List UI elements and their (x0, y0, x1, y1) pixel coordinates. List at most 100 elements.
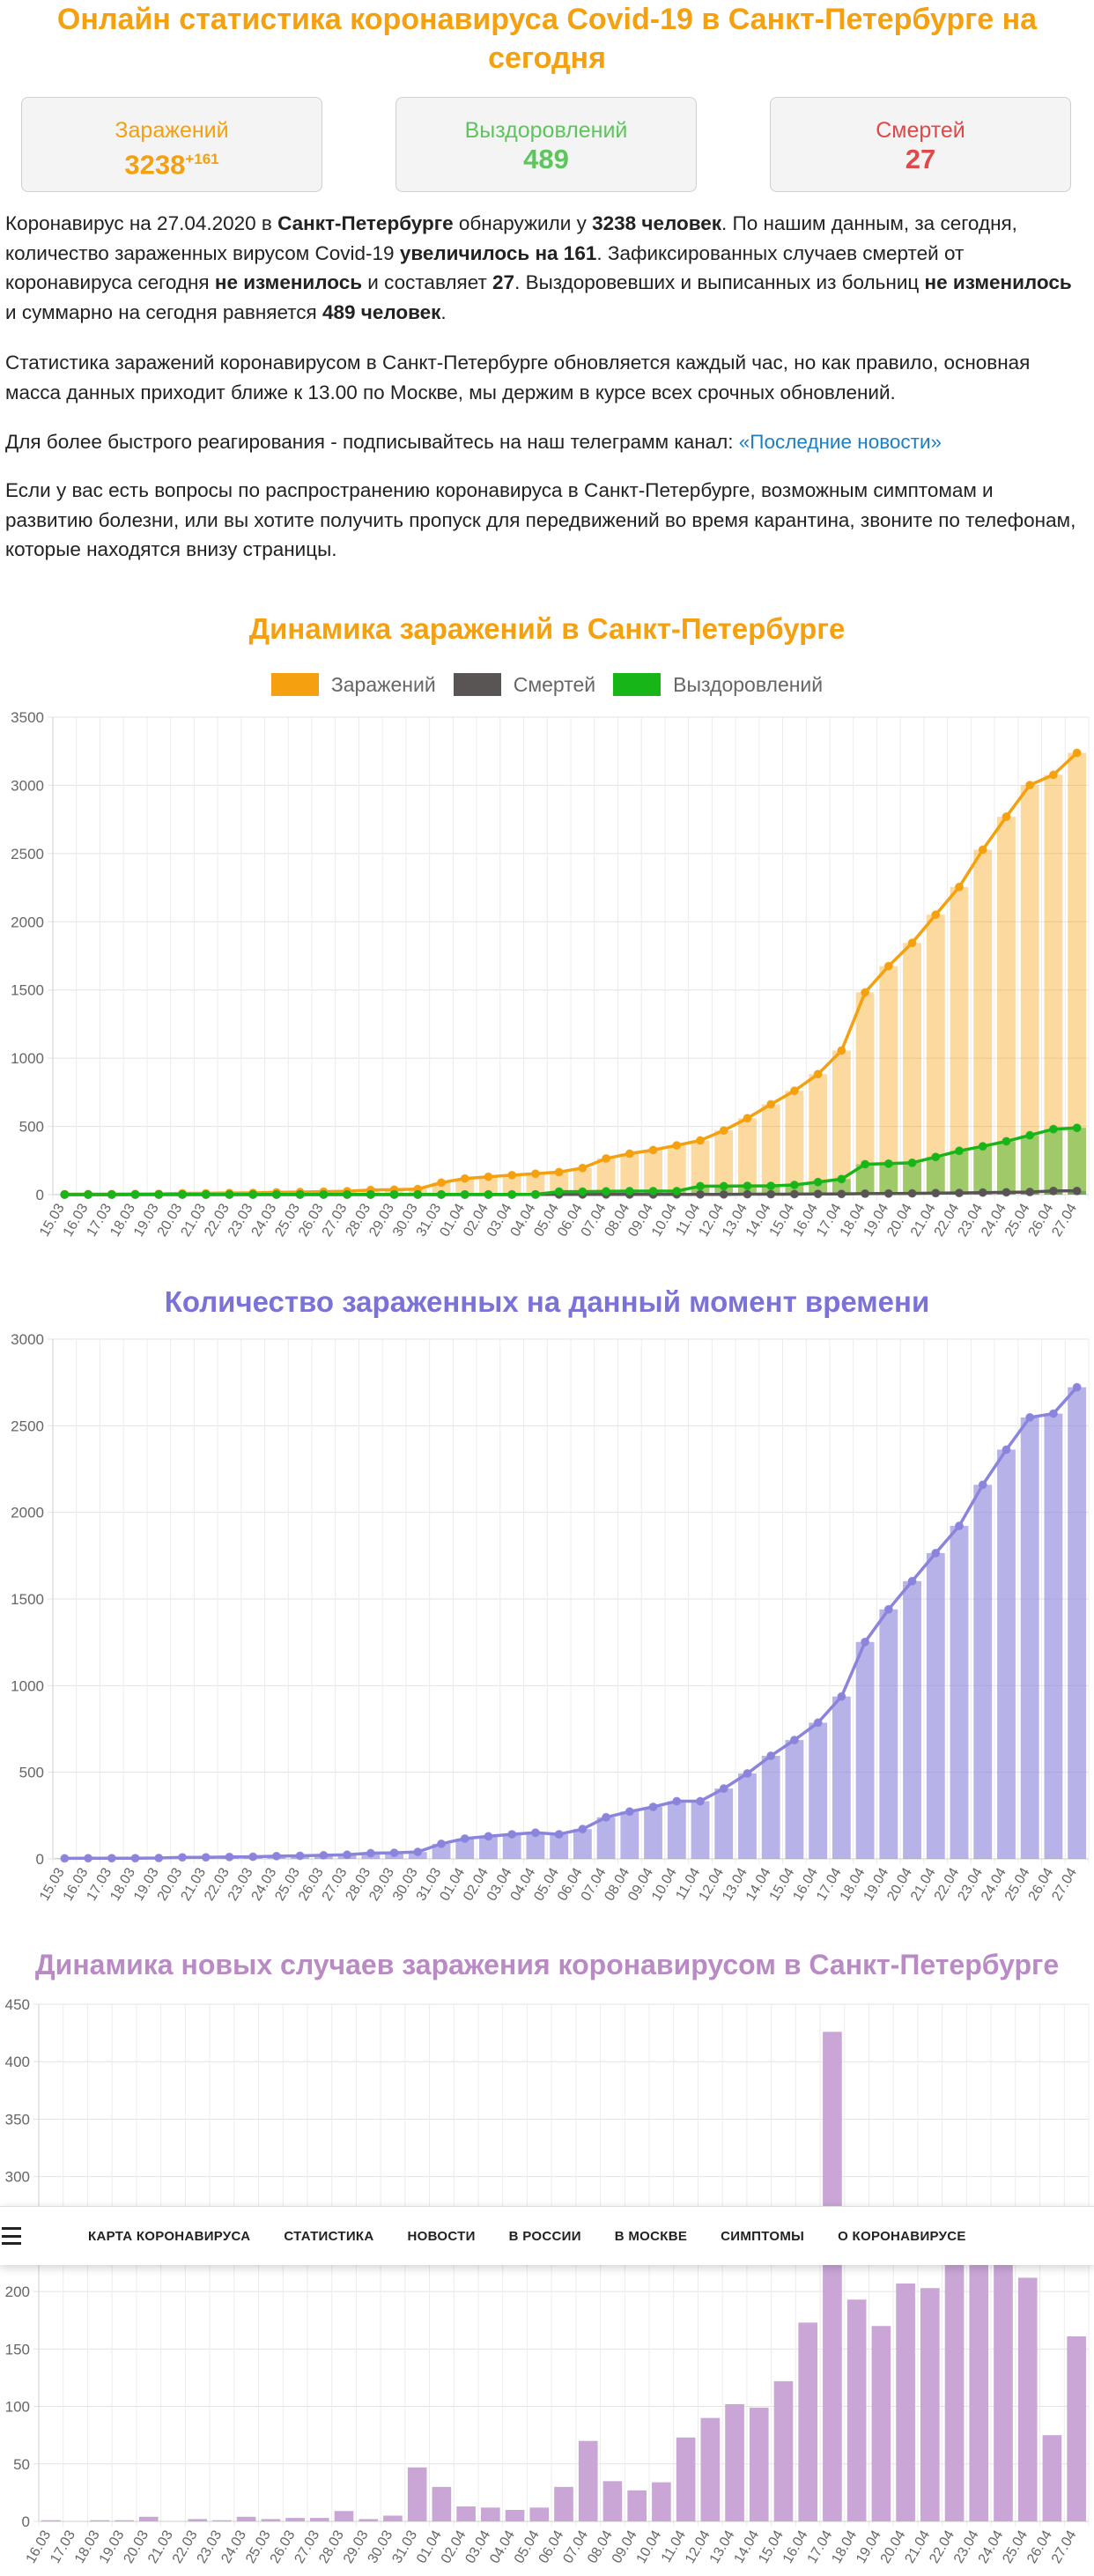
data-point-0 (343, 1850, 352, 1860)
y-tick-label: 0 (36, 1187, 44, 1203)
data-point-0 (766, 1099, 776, 1109)
data-point-1 (978, 1188, 987, 1197)
bar-chart2-0 (432, 1843, 451, 1859)
data-point-0 (696, 1796, 705, 1806)
nav-item-6[interactable]: О КОРОНАВИРУСЕ (838, 2228, 966, 2244)
data-point-0 (861, 1637, 870, 1647)
bar-chart3-0 (309, 2518, 329, 2521)
data-point-0 (696, 1136, 705, 1145)
data-point-0 (861, 988, 870, 997)
bar-chart3-0 (359, 2519, 379, 2521)
data-point-2 (578, 1187, 588, 1196)
bar-chart2-0 (950, 1526, 969, 1859)
y-tick-label: 0 (22, 2513, 30, 2530)
data-point-0 (578, 1163, 588, 1173)
deaths-value: 27 (905, 144, 936, 174)
nav-item-4[interactable]: В МОСКВЕ (614, 2228, 688, 2244)
bar-chart2-0 (738, 1773, 757, 1859)
bar-chart1-0 (455, 1178, 475, 1195)
y-tick-label: 1500 (11, 1591, 44, 1608)
summary-paragraph: Коронавирус на 27.04.2020 в Санкт-Петерб… (5, 209, 1085, 327)
data-point-0 (319, 1850, 329, 1860)
data-point-0 (107, 1854, 116, 1863)
data-point-2 (861, 1159, 870, 1169)
legend-item-infected[interactable]: Заражений (270, 673, 436, 697)
data-point-2 (837, 1174, 846, 1184)
bar-chart1-0 (950, 886, 969, 1195)
bar-chart2-0 (809, 1722, 828, 1859)
data-point-0 (1048, 1409, 1058, 1418)
data-point-0 (530, 1828, 540, 1838)
summary-text: и составляет (362, 271, 493, 293)
recovered-value: 489 (523, 144, 569, 174)
data-point-1 (883, 1188, 893, 1198)
bar-chart1-0 (855, 992, 875, 1195)
bar-chart1-0 (832, 1050, 851, 1195)
bar-chart3-0 (505, 2509, 525, 2521)
telegram-text: Для более быстрого реагирования - подпис… (5, 431, 739, 453)
data-point-0 (460, 1833, 469, 1843)
bar-chart2-0 (596, 1817, 616, 1859)
bar-chart1-0 (879, 966, 898, 1195)
legend-item-deaths[interactable]: Смертей (453, 673, 595, 697)
bar-chart2-0 (973, 1484, 993, 1859)
nav-item-1[interactable]: СТАТИСТИКА (284, 2228, 374, 2244)
data-point-0 (813, 1718, 823, 1728)
active-cases-chart: 05001000150020002500300015.0316.0317.031… (11, 1331, 1090, 1904)
y-tick-label: 0 (36, 1851, 44, 1868)
bar-chart3-0 (236, 2516, 256, 2521)
data-point-2 (554, 1187, 564, 1196)
x-tick-label: 10.04 (634, 2528, 665, 2565)
bar-chart3-0 (407, 2467, 427, 2521)
data-point-1 (955, 1188, 964, 1198)
data-point-0 (1048, 770, 1058, 780)
y-tick-label: 450 (5, 1996, 30, 2013)
nav-item-3[interactable]: В РОССИИ (508, 2228, 581, 2244)
chart3-title: Динамика новых случаев заражения коронав… (34, 1949, 1060, 1980)
bar-chart1-2 (879, 1163, 898, 1195)
nav-item-0[interactable]: КАРТА КОРОНАВИРУСА (88, 2228, 251, 2244)
nav-item-2[interactable]: НОВОСТИ (407, 2228, 476, 2244)
y-tick-label: 500 (19, 1119, 44, 1136)
data-point-2 (366, 1189, 375, 1199)
bar-chart3-0 (285, 2518, 305, 2521)
legend-item-recovered[interactable]: Выздоровлений (613, 673, 823, 697)
bar-chart3-0 (823, 2032, 842, 2521)
legend-swatch-recovered (613, 673, 662, 696)
y-tick-label: 1000 (11, 1050, 44, 1067)
bar-chart3-0 (383, 2515, 403, 2521)
data-point-0 (648, 1802, 658, 1811)
data-point-2 (154, 1189, 164, 1199)
data-point-0 (1025, 781, 1035, 790)
y-tick-label: 300 (5, 2169, 30, 2186)
data-point-0 (484, 1172, 493, 1181)
data-point-0 (931, 1548, 941, 1558)
data-point-0 (837, 1046, 846, 1055)
bar-chart1-0 (761, 1104, 780, 1195)
data-point-0 (743, 1114, 752, 1123)
data-point-0 (437, 1839, 446, 1848)
bar-chart3-0 (846, 2299, 867, 2521)
data-point-2 (343, 1189, 352, 1199)
telegram-channel-link[interactable]: «Последние новости» (738, 431, 942, 453)
data-point-0 (1072, 748, 1082, 758)
bar-chart2-0 (714, 1788, 734, 1859)
bar-chart1-0 (550, 1172, 569, 1195)
bar-chart1-0 (738, 1118, 757, 1195)
bar-chart1-0 (997, 817, 1016, 1195)
data-point-2 (130, 1189, 140, 1199)
data-point-1 (931, 1188, 941, 1198)
chart1-title: Динамика заражений в Санкт-Петербурге (248, 612, 846, 645)
data-point-0 (883, 1604, 893, 1614)
data-point-2 (672, 1186, 682, 1195)
bar-chart2-0 (785, 1740, 804, 1859)
bar-chart3-0 (578, 2440, 598, 2521)
y-tick-label: 100 (5, 2399, 30, 2416)
hamburger-icon[interactable] (2, 2227, 21, 2245)
data-point-0 (931, 910, 941, 920)
bar-chart3-0 (725, 2403, 744, 2521)
nav-item-5[interactable]: СИМПТОМЫ (721, 2228, 805, 2244)
bar-chart3-0 (90, 2520, 110, 2521)
y-tick-label: 3500 (11, 709, 44, 726)
bar-chart2-0 (691, 1801, 710, 1859)
